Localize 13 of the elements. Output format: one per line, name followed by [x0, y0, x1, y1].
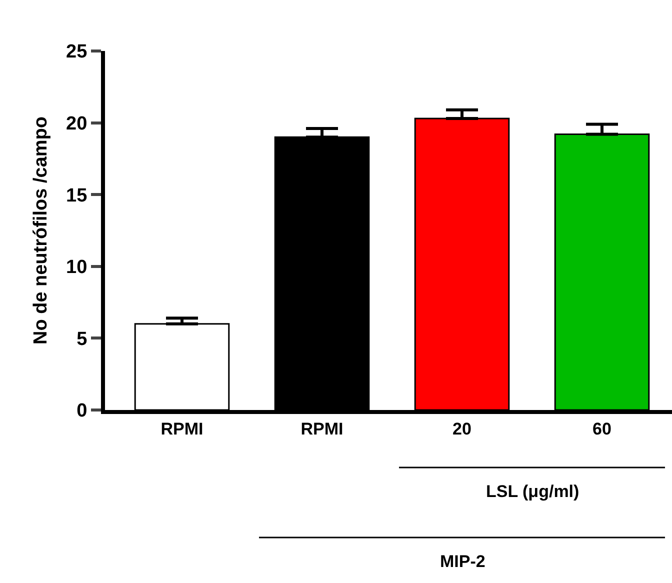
y-tick-label: 10 — [66, 257, 88, 278]
y-tick-label: 5 — [76, 328, 88, 350]
x-tick-label: RPMI — [300, 419, 344, 438]
y-tick-label: 20 — [66, 113, 88, 134]
text: MIP-2 — [440, 552, 486, 571]
y-tick-label: 0 — [76, 400, 88, 422]
y-tick-label: 15 — [66, 185, 88, 206]
text: LSL (μg/ml) — [486, 482, 580, 501]
x-tick-label: 60 — [592, 419, 612, 438]
x-tick-label: RPMI — [160, 419, 204, 438]
y-tick-label: 25 — [66, 42, 88, 63]
x-tick-label: 20 — [452, 419, 472, 438]
y-axis-title: No de neutrófilos /campo — [30, 116, 52, 345]
